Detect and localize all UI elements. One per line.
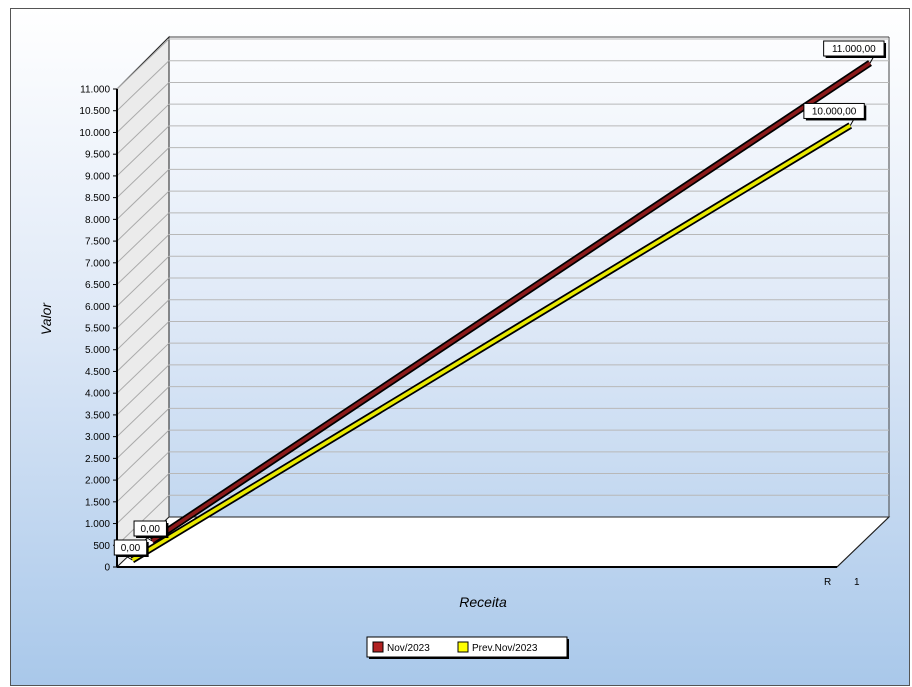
y-tick-label: 3.500 bbox=[85, 410, 110, 421]
y-ticks: 0 500 1.000 1.500 2.000 2.500 3.000 3.500 4.000 4… bbox=[79, 85, 117, 574]
grid-diag bbox=[116, 82, 170, 133]
y-tick-label: 6.000 bbox=[85, 302, 110, 313]
y-tick-label: 7.500 bbox=[85, 237, 110, 248]
legend: Nov/2023 Prev.Nov/2023 bbox=[366, 636, 569, 659]
legend-swatch-prevnov2023 bbox=[457, 641, 469, 653]
grid-diag bbox=[116, 429, 170, 481]
y-tick-label: 1.000 bbox=[85, 519, 110, 530]
line-chart: 0 500 1.000 1.500 2.000 2.500 3.000 3.500 4.000 4… bbox=[38, 35, 891, 659]
grid-diag bbox=[116, 38, 170, 90]
y-tick-label: 3.000 bbox=[85, 432, 110, 443]
legend-label-nov2023: Nov/2023 bbox=[387, 643, 430, 654]
grid-diag bbox=[116, 190, 170, 242]
grid-diag bbox=[116, 169, 170, 220]
data-label: 11.000,00 bbox=[832, 44, 876, 55]
data-label-box bbox=[823, 40, 885, 57]
y-tick-label: 8.500 bbox=[85, 193, 110, 204]
y-tick-label: 1.500 bbox=[85, 497, 110, 508]
y-tick-label: 0 bbox=[104, 563, 110, 574]
y-tick-label: 2.500 bbox=[85, 454, 110, 465]
y-tick-label: 10.500 bbox=[79, 106, 110, 117]
data-label: 10.000,00 bbox=[812, 106, 857, 117]
grid-diag bbox=[116, 364, 170, 416]
y-tick-label: 500 bbox=[93, 541, 110, 552]
series-line bbox=[151, 61, 872, 543]
grid-diag bbox=[116, 103, 170, 155]
data-label-box bbox=[113, 539, 148, 556]
legend-swatch-nov2023 bbox=[372, 641, 384, 653]
grid-diag bbox=[116, 147, 170, 198]
chart-frame: 0 500 1.000 1.500 2.000 2.500 3.000 3.500 4.000 4… bbox=[10, 8, 910, 686]
y-tick-label: 9.500 bbox=[85, 150, 110, 161]
data-label-box bbox=[133, 520, 167, 537]
grid-diag bbox=[116, 386, 170, 437]
y-tick-label: 9.000 bbox=[85, 171, 110, 182]
y-tick-label: 6.500 bbox=[85, 280, 110, 291]
side-wall bbox=[116, 35, 170, 569]
y-tick-label: 4.000 bbox=[85, 389, 110, 400]
x-end-label-1: 1 bbox=[854, 577, 860, 588]
y-tick-label: 10.000 bbox=[79, 128, 110, 139]
y-tick-label: 5.500 bbox=[85, 324, 110, 335]
grid-diag bbox=[116, 473, 170, 524]
y-tick-label: 2.000 bbox=[85, 476, 110, 487]
grid-diag bbox=[116, 408, 170, 459]
series bbox=[130, 60, 872, 563]
grid-diag bbox=[116, 342, 170, 394]
grid-diag bbox=[116, 299, 170, 351]
data-label-box bbox=[803, 102, 865, 119]
x-axis-title: Receita bbox=[459, 594, 507, 610]
grid-diag bbox=[116, 234, 170, 285]
y-tick-label: 11.000 bbox=[80, 85, 110, 96]
data-labels: 0,00 11.000,00 0,00 10.000,00 bbox=[113, 40, 887, 561]
data-label: 0,00 bbox=[121, 543, 141, 554]
grid-diag bbox=[116, 255, 170, 307]
x-end-label-r: R bbox=[824, 577, 831, 588]
grid bbox=[116, 38, 889, 546]
floor bbox=[115, 516, 891, 568]
grid-diag bbox=[116, 60, 170, 112]
grid-diag bbox=[116, 212, 170, 264]
y-tick-label: 8.000 bbox=[85, 215, 110, 226]
y-tick-label: 5.000 bbox=[85, 345, 110, 356]
grid-diag bbox=[116, 494, 170, 546]
floor-right-edge bbox=[836, 516, 890, 568]
y-axis-title: Valor bbox=[38, 302, 54, 336]
grid-diag bbox=[116, 125, 170, 177]
grid-diag bbox=[116, 321, 170, 372]
grid-diag bbox=[116, 451, 170, 503]
y-tick-label: 4.500 bbox=[85, 367, 110, 378]
grid-diag bbox=[116, 277, 170, 329]
y-tick-label: 7.000 bbox=[85, 258, 110, 269]
data-label: 0,00 bbox=[141, 524, 161, 535]
legend-label-prevnov2023: Prev.Nov/2023 bbox=[472, 643, 538, 654]
series-line bbox=[131, 123, 852, 562]
